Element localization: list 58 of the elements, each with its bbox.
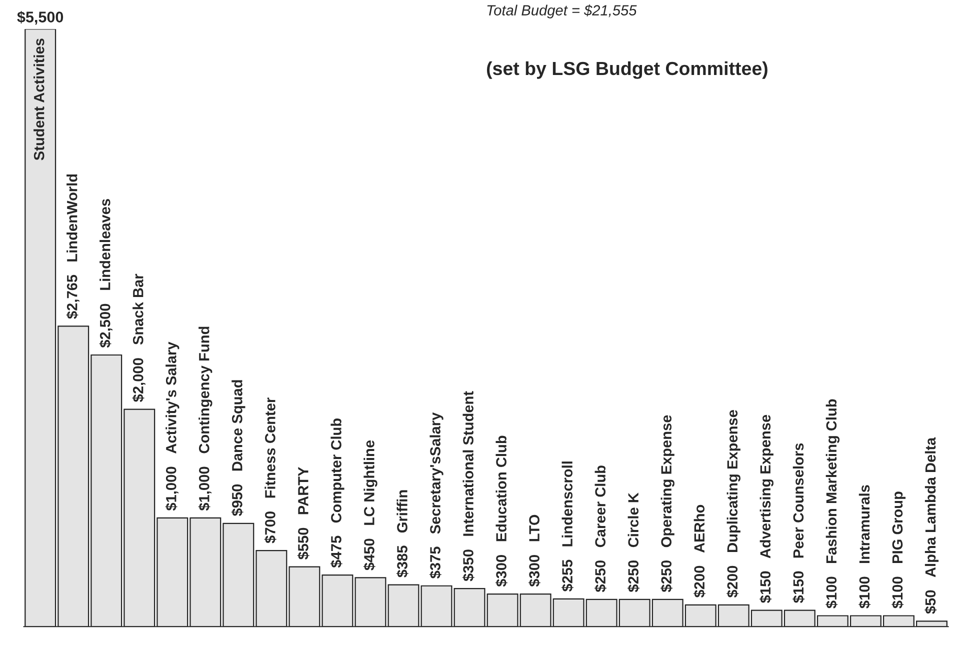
x-tick-label: Griffin bbox=[396, 490, 408, 533]
x-tick-label: LC Nightline bbox=[364, 440, 378, 525]
x-tick-label: International Student bbox=[462, 391, 474, 536]
data-label: $375 bbox=[429, 546, 442, 579]
data-label: $2,000 bbox=[132, 358, 146, 402]
data-label: $100 bbox=[858, 576, 871, 608]
x-tick-label: Advertising Expense bbox=[760, 414, 774, 558]
data-label: $200 bbox=[694, 566, 706, 598]
x-tick-label: Fitness Center bbox=[264, 398, 276, 498]
x-tick-label: Secretary'sSalary bbox=[430, 412, 444, 534]
data-label: $100 bbox=[892, 576, 904, 608]
data-label: $255 bbox=[562, 560, 574, 592]
x-tick-label: Computer Club bbox=[330, 418, 344, 523]
x-tick-label: Circle K bbox=[628, 492, 639, 548]
x-tick-label: Snack Bar bbox=[132, 274, 144, 345]
data-label: $250 bbox=[628, 560, 640, 592]
x-tick-label: Operating Expense bbox=[660, 415, 674, 548]
data-label: $950 bbox=[231, 484, 244, 516]
data-label: $300 bbox=[495, 555, 508, 587]
x-tick-label: LindenWorld bbox=[66, 174, 78, 262]
x-tick-label: Duplicating Expense bbox=[726, 410, 740, 552]
data-label: $150 bbox=[792, 571, 805, 603]
data-label: $2,765 bbox=[66, 274, 80, 319]
x-tick-label: Education Club bbox=[496, 436, 506, 542]
data-label: $2,500 bbox=[99, 304, 112, 348]
data-label: $100 bbox=[826, 576, 838, 608]
data-label: $250 bbox=[594, 560, 606, 592]
x-tick-label: Activity's Salary bbox=[166, 342, 180, 454]
x-tick-label: Student Activities bbox=[34, 38, 44, 160]
data-label: $300 bbox=[528, 555, 540, 587]
x-tick-label: Alpha Lambda Delta bbox=[924, 437, 939, 578]
x-tick-label: AERho bbox=[694, 504, 705, 553]
data-label: $1,000 bbox=[165, 466, 178, 511]
x-tick-label: PIG Group bbox=[892, 492, 906, 563]
data-label: $5,500 bbox=[17, 10, 64, 25]
x-tick-label: Dance Squad bbox=[232, 380, 246, 471]
data-label: $200 bbox=[726, 566, 738, 598]
data-label: $385 bbox=[396, 546, 408, 578]
x-tick-label: Peer Counselors bbox=[792, 443, 804, 558]
data-label: $50 bbox=[924, 590, 937, 614]
x-tick-label: Lindenleaves bbox=[100, 199, 110, 290]
data-label: $1,000 bbox=[198, 466, 212, 511]
data-label: $250 bbox=[660, 560, 672, 592]
x-tick-label: Career Club bbox=[594, 466, 606, 548]
x-tick-label: LTO bbox=[529, 514, 540, 542]
x-tick-label: PARTY bbox=[298, 466, 308, 514]
x-tick-label: Fashion Marketing Club bbox=[826, 399, 840, 563]
x-tick-label: Lindenscroll bbox=[562, 462, 572, 546]
data-label: $700 bbox=[264, 512, 276, 544]
data-label: $550 bbox=[297, 528, 310, 560]
x-tick-label: Intramurals bbox=[858, 485, 870, 563]
x-tick-label: Contingency Fund bbox=[198, 326, 212, 454]
data-label: $350 bbox=[462, 550, 474, 582]
data-label: $475 bbox=[330, 536, 342, 568]
chart-subtitle: Total Budget = $21,555 bbox=[487, 4, 637, 18]
annotation: (set by LSG Budget Committee) bbox=[486, 61, 768, 79]
data-label: $150 bbox=[760, 571, 772, 603]
data-label: $450 bbox=[363, 538, 376, 570]
